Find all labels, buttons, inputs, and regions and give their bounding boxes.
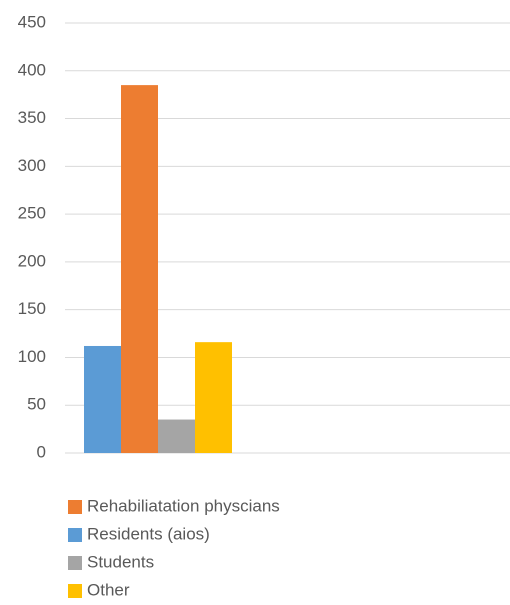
y-tick-label: 150 bbox=[18, 299, 46, 318]
legend-swatch bbox=[68, 500, 82, 514]
y-tick-label: 250 bbox=[18, 204, 46, 223]
legend-swatch bbox=[68, 584, 82, 598]
y-tick-label: 400 bbox=[18, 60, 46, 79]
legend-swatch bbox=[68, 556, 82, 570]
bar bbox=[84, 345, 121, 453]
legend-label: Students bbox=[87, 552, 154, 571]
legend-label: Rehabiliatation physcians bbox=[87, 496, 280, 515]
bar bbox=[158, 419, 195, 453]
bar bbox=[195, 342, 232, 453]
y-tick-label: 100 bbox=[18, 347, 46, 366]
bar bbox=[121, 85, 158, 453]
y-tick-label: 200 bbox=[18, 251, 46, 270]
legend-swatch bbox=[68, 528, 82, 542]
y-tick-label: 350 bbox=[18, 108, 46, 127]
y-tick-label: 300 bbox=[18, 156, 46, 175]
legend-label: Other bbox=[87, 580, 130, 599]
legend-label: Residents (aios) bbox=[87, 524, 210, 543]
y-tick-label: 0 bbox=[37, 442, 46, 461]
y-tick-label: 450 bbox=[18, 12, 46, 31]
y-tick-label: 50 bbox=[27, 395, 46, 414]
